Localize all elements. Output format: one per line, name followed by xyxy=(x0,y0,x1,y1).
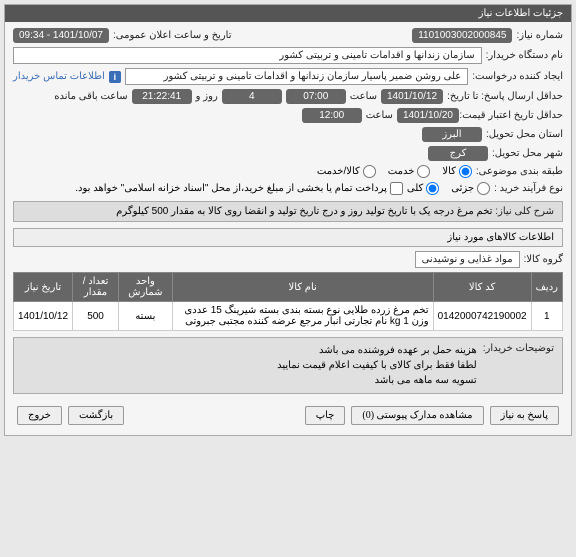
note-line: تسویه سه ماهه می باشد xyxy=(277,373,477,388)
requester-value: علی روشن ضمیر پاسیار سازمان زندانها و اق… xyxy=(125,68,468,85)
buyer-notes-text: هزینه حمل بر عهده فروشنده می باشد لطفا ف… xyxy=(277,343,477,388)
items-table: ردیف کد کالا نام کالا واحد شمارش تعداد /… xyxy=(13,272,563,331)
info-icon[interactable]: i xyxy=(109,71,121,83)
pt-partial-option[interactable]: جزئی xyxy=(451,182,490,195)
cat-goods-option[interactable]: کالا xyxy=(442,165,472,178)
reply-button[interactable]: پاسخ به نیاز xyxy=(490,406,560,425)
buyer-notes: توضیحات خریدار: هزینه حمل بر عهده فروشند… xyxy=(13,337,563,394)
deadline-label: حداقل ارسال پاسخ: تا تاریخ: xyxy=(447,91,563,102)
cat-service-option[interactable]: خدمت xyxy=(388,165,431,178)
pt-partial-radio[interactable] xyxy=(477,182,490,195)
remaining-label: ساعت باقی مانده xyxy=(54,91,127,102)
price-valid-time-label: ساعت xyxy=(366,110,393,121)
category-radio-group: کالا خدمت کالا/خدمت xyxy=(317,165,472,178)
deadline-time-label: ساعت xyxy=(350,91,377,102)
category-label: طبقه بندی موضوعی: xyxy=(476,166,563,177)
cat-both-option[interactable]: کالا/خدمت xyxy=(317,165,376,178)
items-section-header: اطلاعات کالاهای مورد نیاز xyxy=(13,228,563,247)
payment-checkbox[interactable] xyxy=(390,182,403,195)
announce-label: تاریخ و ساعت اعلان عمومی: xyxy=(113,30,232,41)
cat-both-radio[interactable] xyxy=(363,165,376,178)
price-valid-label: حداقل تاریخ اعتبار قیمت: تا تاریخ: xyxy=(463,110,563,121)
city-label: شهر محل تحویل: xyxy=(492,148,563,159)
price-valid-time: 12:00 xyxy=(302,108,362,123)
deadline-time: 07:00 xyxy=(286,89,346,104)
footer-buttons: پاسخ به نیاز مشاهده مدارک پیوستی (0) چاپ… xyxy=(13,402,563,429)
attachments-button[interactable]: مشاهده مدارک پیوستی (0) xyxy=(351,406,483,425)
exit-button[interactable]: خروج xyxy=(17,406,62,425)
th-name: نام کالا xyxy=(172,273,433,302)
cell-qty: 500 xyxy=(73,302,119,331)
deadline-days: 4 xyxy=(222,89,282,104)
cell-code: 0142000742190002 xyxy=(433,302,531,331)
table-row: 1 0142000742190002 تخم مرغ زرده طلایی نو… xyxy=(14,302,563,331)
purchase-type-label: نوع فرآیند خرید : xyxy=(494,183,563,194)
announce-value: 1401/10/07 - 09:34 xyxy=(13,28,109,43)
need-title-label: شرح کلی نیاز: xyxy=(495,206,554,217)
th-idx: ردیف xyxy=(531,273,562,302)
need-title-bar: شرح کلی نیاز: تخم مرغ درجه یک با تاریخ ت… xyxy=(13,201,563,222)
payment-note-check[interactable]: پرداخت تمام یا بخشی از مبلغ خرید،از محل … xyxy=(75,182,403,195)
need-number-label: شماره نیاز: xyxy=(516,30,563,41)
th-code: کد کالا xyxy=(433,273,531,302)
price-valid-date: 1401/10/20 xyxy=(397,108,459,123)
cell-name: تخم مرغ زرده طلایی نوع بسته بندی بسته شی… xyxy=(172,302,433,331)
deadline-date: 1401/10/12 xyxy=(381,89,443,104)
buyer-label: نام دستگاه خریدار: xyxy=(486,50,563,61)
note-line: لطفا فقط برای کالای با کیفیت اعلام قیمت … xyxy=(277,358,477,373)
th-date: تاریخ نیاز xyxy=(14,273,73,302)
deadline-days-label: روز و xyxy=(196,91,218,102)
panel-title: جزئیات اطلاعات نیاز xyxy=(5,5,571,22)
province-value: البرز xyxy=(422,127,482,142)
city-value: کرج xyxy=(428,146,488,161)
need-number-value: 1101003002000845 xyxy=(412,28,512,43)
note-line: هزینه حمل بر عهده فروشنده می باشد xyxy=(277,343,477,358)
th-qty: تعداد / مقدار xyxy=(73,273,119,302)
remaining-time: 21:22:41 xyxy=(132,89,192,104)
contact-buyer-link[interactable]: اطلاعات تماس خریدار xyxy=(13,71,105,82)
cat-goods-radio[interactable] xyxy=(459,165,472,178)
need-details-panel: جزئیات اطلاعات نیاز شماره نیاز: 11010030… xyxy=(4,4,572,436)
th-unit: واحد شمارش xyxy=(119,273,173,302)
province-label: استان محل تحویل: xyxy=(486,129,563,140)
cell-idx: 1 xyxy=(531,302,562,331)
pt-full-radio[interactable] xyxy=(426,182,439,195)
buyer-notes-label: توضیحات خریدار: xyxy=(483,343,554,388)
cat-service-radio[interactable] xyxy=(417,165,430,178)
cell-date: 1401/10/12 xyxy=(14,302,73,331)
group-label: گروه کالا: xyxy=(524,254,563,265)
purchase-type-group: جزئی کلی xyxy=(407,182,490,195)
cell-unit: بسته xyxy=(119,302,173,331)
need-title-text: تخم مرغ درجه یک با تاریخ تولید روز و درج… xyxy=(116,206,492,217)
print-button[interactable]: چاپ xyxy=(305,406,346,425)
group-value: مواد غذایی و نوشیدنی xyxy=(415,251,520,268)
back-button[interactable]: بازگشت xyxy=(68,406,124,425)
requester-label: ایجاد کننده درخواست: xyxy=(472,71,563,82)
table-header-row: ردیف کد کالا نام کالا واحد شمارش تعداد /… xyxy=(14,273,563,302)
buyer-value: سازمان زندانها و اقدامات تامینی و تربیتی… xyxy=(13,47,482,64)
pt-full-option[interactable]: کلی xyxy=(407,182,439,195)
